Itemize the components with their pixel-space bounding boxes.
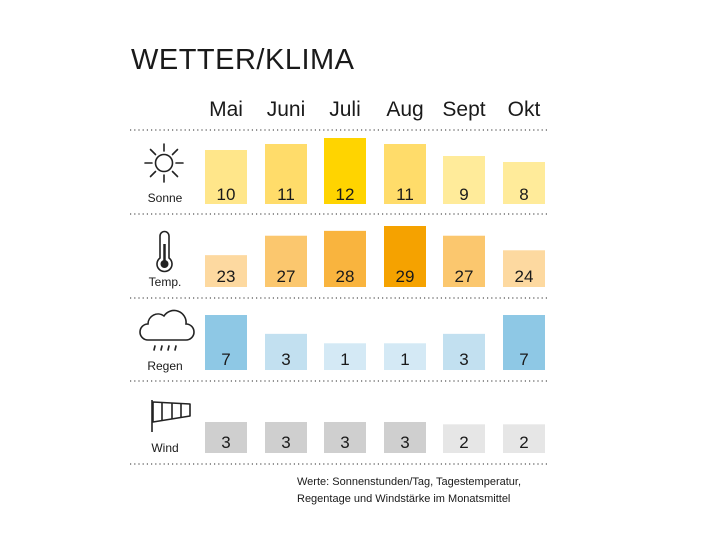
series-row-temp: 23 27 28 29 27 24 Temp.	[149, 226, 545, 289]
month-label: Juni	[267, 98, 306, 121]
bar-value-label: 8	[519, 185, 528, 204]
bar-value-label: 29	[396, 267, 415, 286]
bar	[503, 250, 545, 287]
bar	[384, 422, 426, 453]
bar-value-label: 23	[217, 267, 236, 286]
bar-value-label: 2	[459, 433, 468, 452]
bar-value-label: 28	[336, 267, 355, 286]
series-label: Wind	[151, 441, 178, 455]
windsock-icon	[151, 400, 191, 432]
bar	[205, 422, 247, 453]
bar	[443, 235, 485, 287]
bar-value-label: 3	[459, 350, 468, 369]
series-label: Regen	[147, 359, 182, 373]
bar-value-label: 11	[396, 185, 414, 204]
bar	[265, 333, 307, 370]
month-label: Mai	[209, 98, 243, 121]
thermometer-icon	[156, 230, 173, 273]
bar-value-label: 1	[340, 350, 349, 369]
bar-value-label: 3	[221, 433, 230, 452]
row-dividers	[130, 129, 550, 465]
bar-value-label: 9	[459, 185, 468, 204]
month-label: Aug	[386, 98, 423, 121]
bar-value-label: 11	[277, 185, 295, 204]
bar	[265, 144, 307, 204]
bar-value-label: 3	[340, 433, 349, 452]
bar	[265, 235, 307, 287]
bar-value-label: 27	[277, 267, 296, 286]
bar	[443, 156, 485, 204]
bar	[384, 343, 426, 370]
series-row-wind: 3 3 3 3 2 2 Wind	[151, 422, 545, 455]
bar-value-label: 1	[400, 350, 409, 369]
bar	[503, 162, 545, 204]
month-label: Sept	[442, 98, 485, 121]
month-labels: Mai Juni Juli Aug Sept Okt	[209, 98, 540, 121]
bar	[324, 422, 366, 453]
bar	[205, 150, 247, 204]
series-label: Sonne	[148, 191, 183, 205]
month-label: Okt	[508, 98, 541, 121]
bar	[384, 144, 426, 204]
bar-value-label: 3	[281, 433, 290, 452]
bar	[443, 333, 485, 370]
bar-value-label: 27	[455, 267, 474, 286]
bar-value-label: 7	[221, 350, 230, 369]
series-row-regen: 7 3 1 1 3 7 Regen	[147, 315, 545, 373]
bar	[205, 255, 247, 287]
bar	[384, 226, 426, 287]
bar-value-label: 7	[519, 350, 528, 369]
bar	[324, 138, 366, 204]
bar	[443, 424, 485, 453]
bar	[205, 315, 247, 370]
bar-value-label: 2	[519, 433, 528, 452]
footnote-line-1: Werte: Sonnenstunden/Tag, Tagestemperatu…	[297, 476, 522, 488]
bar	[265, 422, 307, 453]
bar	[503, 315, 545, 370]
month-label: Juli	[329, 98, 361, 121]
rain-cloud-icon	[139, 309, 195, 351]
sun-icon	[144, 143, 184, 183]
bar-value-label: 10	[217, 185, 236, 204]
bar	[324, 343, 366, 370]
bar-value-label: 3	[400, 433, 409, 452]
chart-title: WETTER/KLIMA	[131, 44, 355, 76]
series-row-sonne: 10 11 12 11 9 8 Sonne	[148, 138, 545, 205]
footnote-line-2: Regentage und Windstärke im Monatsmittel	[297, 493, 511, 505]
bar-value-label: 3	[281, 350, 290, 369]
bar	[324, 230, 366, 287]
footnote: Werte: Sonnenstunden/Tag, Tagestemperatu…	[297, 474, 521, 508]
series-label: Temp.	[149, 275, 182, 289]
bar-value-label: 24	[515, 267, 534, 286]
bar	[503, 424, 545, 453]
bar-value-label: 12	[336, 185, 355, 204]
